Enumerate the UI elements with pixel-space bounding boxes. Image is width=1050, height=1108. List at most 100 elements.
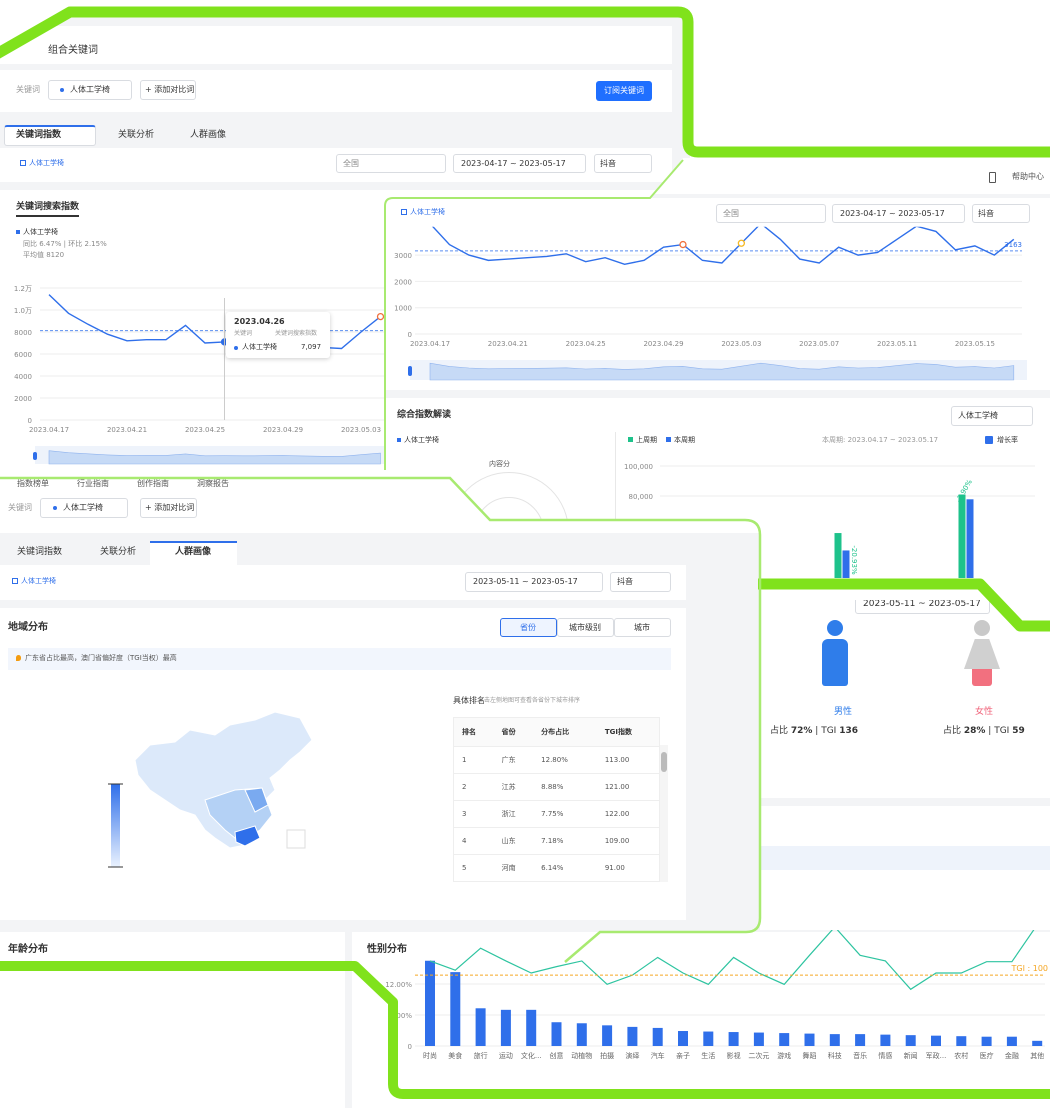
color-scale bbox=[111, 784, 120, 867]
female-head bbox=[974, 620, 990, 636]
rank-table: 排名 省份 分布占比 TGI指数 1 广东 12.80% 113.00 2 江苏 8.88% 121.… bbox=[453, 717, 660, 882]
x-tick-label: 军政... bbox=[926, 1051, 947, 1060]
help-link[interactable]: 帮助中心 bbox=[1012, 172, 1044, 181]
gender-stats: 占比 72% | TGI 136 bbox=[770, 726, 859, 736]
point bbox=[376, 312, 385, 321]
male-head bbox=[827, 620, 843, 636]
x-tick-label: 文化... bbox=[521, 1051, 542, 1060]
gender-label: 女性 bbox=[975, 707, 994, 717]
y-tick-label: 0 bbox=[408, 1043, 412, 1051]
x-tick-label: 其他 bbox=[1030, 1051, 1044, 1060]
table-cell: 8.88% bbox=[533, 773, 597, 801]
checkbox[interactable] bbox=[985, 436, 993, 444]
table-cell: 6.14% bbox=[533, 854, 597, 881]
x-tick-label: 2023.04.21 bbox=[107, 426, 147, 434]
x-tick-label: 2023.04.29 bbox=[643, 340, 683, 348]
platform-select[interactable] bbox=[972, 204, 1030, 223]
gender-stats: 占比 28% | TGI 59 bbox=[943, 726, 1025, 736]
region-select[interactable] bbox=[716, 204, 826, 223]
minimap-area bbox=[48, 450, 381, 465]
bar bbox=[855, 1034, 866, 1046]
compare-text: 同比 6.47% | 环比 2.15% bbox=[23, 240, 107, 248]
x-tick-label: 2023.04.25 bbox=[185, 426, 225, 434]
x-tick-label: 运动 bbox=[499, 1051, 513, 1060]
x-tick-label: 2023.04.17 bbox=[29, 426, 69, 434]
table-cell: 109.00 bbox=[596, 827, 659, 855]
y-tick-label: 4000 bbox=[14, 373, 32, 381]
x-tick-label: 农村 bbox=[954, 1051, 968, 1060]
table-cell: 3 bbox=[454, 800, 494, 828]
stat-label: TGI bbox=[821, 726, 837, 736]
date-range: 2023-04-17 ~ 2023-05-17 bbox=[840, 209, 945, 218]
legend-swatch bbox=[16, 230, 20, 234]
series-line bbox=[48, 294, 381, 350]
table-cell: 4 bbox=[454, 827, 494, 855]
y-tick-label: 2000 bbox=[394, 278, 412, 286]
header-cell: TGI指数 bbox=[596, 718, 659, 747]
y-tick-label: 100,000 bbox=[624, 463, 653, 471]
growth-toggle[interactable]: 增长率 bbox=[997, 436, 1018, 444]
x-tick-label: 科技 bbox=[828, 1051, 842, 1060]
y-tick-label: 80,000 bbox=[629, 493, 654, 501]
table-cell: 121.00 bbox=[596, 773, 659, 801]
x-tick-label: 美食 bbox=[448, 1051, 462, 1060]
tooltip-date: 2023.04.26 bbox=[234, 317, 285, 326]
stat-value: 72% bbox=[790, 726, 813, 736]
bar bbox=[779, 1033, 790, 1046]
table-cell: 12.80% bbox=[533, 746, 597, 774]
table-cell: 7.75% bbox=[533, 800, 597, 828]
table-row: 5 河南 6.14% 91.00 bbox=[454, 854, 659, 881]
table-row: 2 江苏 8.88% 121.00 bbox=[454, 773, 659, 801]
y-tick-label: 8000 bbox=[14, 329, 32, 337]
bar bbox=[834, 533, 842, 578]
table: 排名 省份 分布占比 TGI指数 1 广东 12.80% 113.00 2 江苏 8.88% 121.… bbox=[454, 718, 659, 881]
y-tick-label: 1.0万 bbox=[14, 307, 32, 315]
scroll-thumb[interactable] bbox=[661, 752, 667, 772]
tooltip-name: 人体工学椅 bbox=[242, 343, 277, 351]
bar bbox=[627, 1026, 638, 1046]
table-row: 1 广东 12.80% 113.00 bbox=[454, 746, 659, 774]
gender-card bbox=[760, 588, 1050, 798]
bar bbox=[678, 1031, 688, 1046]
gender-label: 男性 bbox=[834, 707, 853, 717]
region: 全国 bbox=[723, 209, 739, 218]
tooltip-value: 7,097 bbox=[301, 343, 322, 351]
average-text: 平均值 8120 bbox=[23, 251, 65, 259]
region: 全国 bbox=[343, 159, 359, 168]
y-tick-label: 6.00% bbox=[390, 1012, 413, 1020]
x-tick-label: 金融 bbox=[1005, 1051, 1019, 1060]
x-tick-label: 2023.05.07 bbox=[799, 340, 839, 348]
filter-keyword: 人体工学椅 bbox=[29, 159, 64, 167]
x-tick-label: 2023.05.11 bbox=[877, 340, 917, 348]
male-body bbox=[822, 639, 848, 686]
x-tick-label: 拍摄 bbox=[600, 1051, 614, 1060]
platform: 抖音 bbox=[978, 209, 994, 218]
x-tick-label: 音乐 bbox=[853, 1051, 867, 1060]
table-cell: 河南 bbox=[493, 854, 534, 881]
top-bar bbox=[650, 158, 1050, 194]
legend-icon bbox=[20, 160, 26, 166]
x-tick-label: 2023.04.29 bbox=[263, 426, 303, 434]
plot bbox=[834, 494, 974, 578]
growth-label: -20.93% bbox=[850, 545, 858, 575]
bar bbox=[425, 960, 435, 1046]
y-tick-label: 6000 bbox=[14, 351, 32, 359]
phone-icon bbox=[989, 172, 996, 183]
y-tick-label: 12.00% bbox=[385, 981, 412, 989]
bar bbox=[931, 1035, 941, 1046]
y-tick-label: 3000 bbox=[394, 252, 412, 260]
table-row: 3 浙江 7.75% 122.00 bbox=[454, 800, 659, 828]
bar bbox=[728, 1032, 739, 1046]
tooltip-col: 关键词 bbox=[234, 330, 253, 337]
bar bbox=[551, 1022, 562, 1046]
header-cell: 省份 bbox=[493, 718, 534, 747]
x-tick-label: 影视 bbox=[727, 1051, 741, 1060]
x-tick-label: 旅行 bbox=[474, 1051, 488, 1060]
bar bbox=[905, 1035, 916, 1046]
table-cell: 2 bbox=[454, 773, 494, 801]
keyword-select[interactable] bbox=[951, 406, 1033, 426]
date-picker[interactable] bbox=[832, 204, 965, 223]
x-tick-label: 动植物 bbox=[571, 1051, 592, 1060]
bar bbox=[958, 494, 966, 578]
plot bbox=[415, 226, 1022, 266]
